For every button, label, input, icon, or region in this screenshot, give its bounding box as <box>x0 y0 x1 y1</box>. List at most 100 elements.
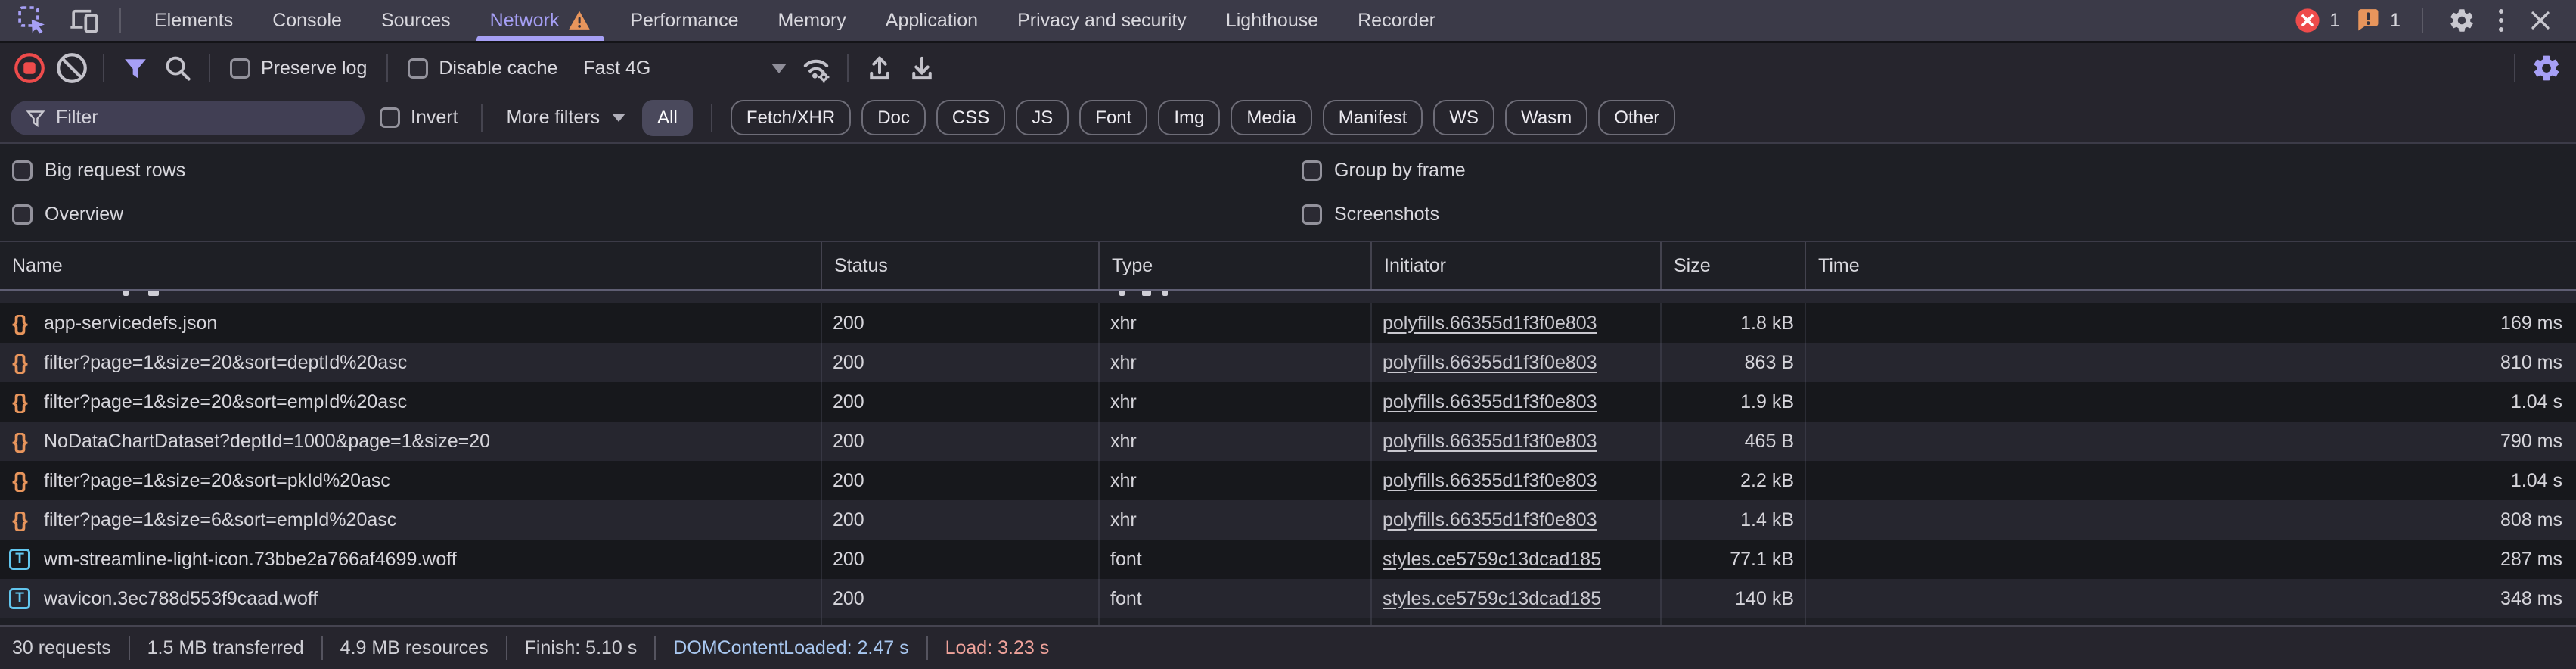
tab-label: Recorder <box>1358 9 1435 31</box>
initiator-link[interactable]: polyfills.66355d1f3f0e803 <box>1383 391 1597 412</box>
network-conditions-icon[interactable] <box>797 49 835 87</box>
requests-table-header: Name Status Type Initiator Size Time <box>0 241 2576 291</box>
screenshots-checkbox-box[interactable] <box>1302 204 1322 225</box>
type-filter-all[interactable]: All <box>642 99 693 136</box>
import-har-icon[interactable] <box>861 49 898 87</box>
more-options-kebab-icon[interactable] <box>2494 9 2508 32</box>
group-by-frame-checkbox[interactable]: Group by frame <box>1290 148 2576 192</box>
record-network-log-icon[interactable] <box>11 49 48 87</box>
tab-privacy-and-security[interactable]: Privacy and security <box>998 0 1206 41</box>
request-row[interactable]: {} app-servicedefs.json 200 xhr polyfills.66… <box>0 303 2576 343</box>
request-name-text: filter?page=1&size=20&sort=deptId%20asc <box>44 351 408 373</box>
column-header-initiator[interactable]: Initiator <box>1372 242 1662 289</box>
type-filter-media[interactable]: Media <box>1231 100 1312 135</box>
inspect-element-icon[interactable] <box>11 3 54 38</box>
throttling-select[interactable]: Fast 4G <box>570 58 793 79</box>
screenshots-checkbox[interactable]: Screenshots <box>1290 192 2576 236</box>
request-row[interactable]: {} filter?page=1&size=20&sort=pkId%20asc 2… <box>0 461 2576 500</box>
type-filter-fetch-xhr[interactable]: Fetch/XHR <box>730 100 852 135</box>
column-header-type[interactable]: Type <box>1100 242 1372 289</box>
big-request-rows-checkbox-box[interactable] <box>12 160 33 181</box>
initiator-link[interactable]: polyfills.66355d1f3f0e803 <box>1383 312 1597 334</box>
disable-cache-checkbox[interactable]: Disable cache <box>400 58 565 79</box>
tab-strip: Elements Console Sources Network Performanc… <box>135 0 1455 41</box>
invert-checkbox[interactable]: Invert <box>372 107 466 129</box>
group-by-frame-checkbox-box[interactable] <box>1302 160 1322 181</box>
type-filter-ws[interactable]: WS <box>1433 100 1495 135</box>
tab-memory[interactable]: Memory <box>758 0 865 41</box>
error-icon <box>2295 8 2320 33</box>
type-filter-other[interactable]: Other <box>1598 100 1676 135</box>
type-filter-css[interactable]: CSS <box>936 100 1006 135</box>
device-toolbar-icon[interactable] <box>62 3 106 38</box>
network-settings-gear-icon[interactable] <box>2528 49 2565 87</box>
initiator-link[interactable]: styles.ce5759c13dcad185 <box>1383 587 1602 609</box>
initiator-link[interactable]: polyfills.66355d1f3f0e803 <box>1383 469 1597 491</box>
initiator-link[interactable]: polyfills.66355d1f3f0e803 <box>1383 351 1597 373</box>
type-filter-doc[interactable]: Doc <box>861 100 926 135</box>
type-filter-wasm[interactable]: Wasm <box>1505 100 1588 135</box>
request-type-cell: xhr <box>1100 303 1372 343</box>
initiator-link[interactable]: polyfills.66355d1f3f0e803 <box>1383 430 1597 452</box>
initiator-link[interactable]: styles.ce5759c13dcad185 <box>1383 548 1602 570</box>
tab-elements[interactable]: Elements <box>135 0 253 41</box>
preserve-log-checkbox-box[interactable] <box>230 58 250 79</box>
more-filters-dropdown[interactable]: More filters <box>498 107 635 129</box>
type-filter-img[interactable]: Img <box>1158 100 1221 135</box>
request-row[interactable]: {} filter?page=1&size=20&sort=empId%20asc… <box>0 382 2576 422</box>
tab-network[interactable]: Network <box>470 0 611 41</box>
request-type-cell: font <box>1100 540 1372 579</box>
type-filter-manifest[interactable]: Manifest <box>1322 100 1423 135</box>
tab-lighthouse[interactable]: Lighthouse <box>1206 0 1338 41</box>
request-name-cell[interactable]: {} filter?page=1&size=20&sort=pkId%20asc <box>0 461 822 500</box>
type-filter-js[interactable]: JS <box>1016 100 1069 135</box>
request-name-cell[interactable]: {} app-servicedefs.json <box>0 303 822 343</box>
filter-funnel-icon[interactable] <box>116 49 154 87</box>
request-name-cell[interactable]: {} NoDataChartDataset?deptId=1000&page=1&… <box>0 422 822 461</box>
request-initiator-cell: polyfills.66355d1f3f0e803 <box>1372 500 1662 540</box>
clipped-request-row[interactable] <box>0 291 2576 303</box>
settings-gear-icon[interactable] <box>2444 3 2479 38</box>
issues-badge[interactable]: 1 <box>2355 8 2401 33</box>
request-name-cell[interactable]: {} filter?page=1&size=6&sort=empId%20asc <box>0 500 822 540</box>
tab-performance[interactable]: Performance <box>610 0 758 41</box>
request-row[interactable]: {} filter?page=1&size=20&sort=deptId%20as… <box>0 343 2576 382</box>
request-time-cell: 169 ms <box>2500 312 2562 334</box>
clear-network-log-icon[interactable] <box>53 49 91 87</box>
big-request-rows-checkbox[interactable]: Big request rows <box>0 148 1290 192</box>
export-har-icon[interactable] <box>903 49 941 87</box>
request-name-cell[interactable]: {} filter?page=1&size=20&sort=empId%20asc <box>0 382 822 422</box>
issue-count: 1 <box>2390 9 2401 31</box>
invert-checkbox-box[interactable] <box>380 107 400 128</box>
overview-checkbox-box[interactable] <box>12 204 33 225</box>
json-xhr-icon: {} <box>12 429 28 453</box>
request-row[interactable]: {} NoDataChartDataset?deptId=1000&page=1&… <box>0 422 2576 461</box>
column-header-status[interactable]: Status <box>822 242 1100 289</box>
requests-table-empty-area <box>0 618 2576 625</box>
column-header-time[interactable]: Time <box>1818 254 1860 276</box>
tab-application[interactable]: Application <box>866 0 998 41</box>
overview-checkbox[interactable]: Overview <box>0 192 1290 236</box>
toolbar-divider <box>847 54 849 82</box>
close-devtools-icon[interactable] <box>2523 3 2558 38</box>
type-filter-font[interactable]: Font <box>1079 100 1148 135</box>
filter-input[interactable] <box>56 107 349 129</box>
column-header-size[interactable]: Size <box>1662 242 1806 289</box>
preserve-log-checkbox[interactable]: Preserve log <box>222 58 374 79</box>
initiator-link[interactable]: polyfills.66355d1f3f0e803 <box>1383 509 1597 531</box>
tab-recorder[interactable]: Recorder <box>1338 0 1455 41</box>
filter-input-container[interactable] <box>11 100 365 135</box>
request-row[interactable]: {} filter?page=1&size=6&sort=empId%20asc 2… <box>0 500 2576 540</box>
filter-funnel-small-icon <box>26 110 45 127</box>
column-header-name[interactable]: Name <box>0 242 822 289</box>
console-errors-badge[interactable]: 1 <box>2295 8 2340 33</box>
tab-sources[interactable]: Sources <box>362 0 470 41</box>
search-icon[interactable] <box>159 49 197 87</box>
request-name-cell[interactable]: {} filter?page=1&size=20&sort=deptId%20as… <box>0 343 822 382</box>
disable-cache-checkbox-box[interactable] <box>408 58 429 79</box>
tab-console[interactable]: Console <box>253 0 362 41</box>
